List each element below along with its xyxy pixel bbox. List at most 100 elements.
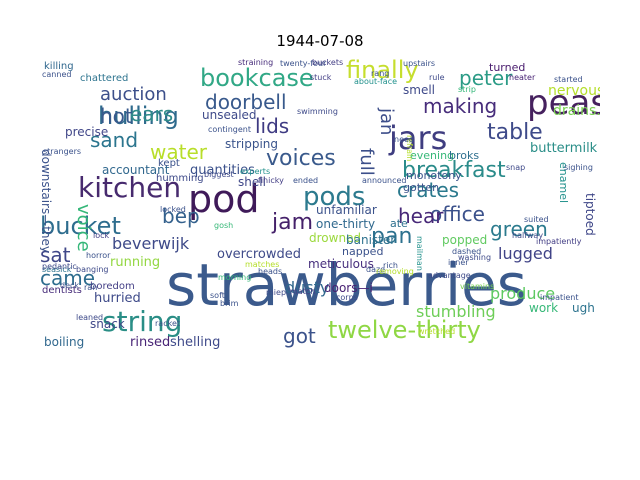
cloud-word: broks bbox=[449, 149, 480, 162]
cloud-word: drowned bbox=[309, 231, 362, 245]
cloud-word: chattered bbox=[80, 73, 129, 84]
cloud-word: tiptoed bbox=[583, 193, 597, 236]
cloud-word: ugh bbox=[572, 301, 595, 315]
cloud-word: lids bbox=[255, 114, 290, 138]
plot-title: 1944-07-08 bbox=[276, 32, 364, 50]
cloud-word: heater bbox=[509, 73, 536, 82]
cloud-word: boiling bbox=[44, 335, 85, 349]
cloud-word: napped bbox=[342, 245, 384, 258]
cloud-word: refrain bbox=[405, 135, 414, 162]
cloud-word: green bbox=[490, 217, 548, 241]
cloud-word: impatient bbox=[540, 293, 579, 302]
cloud-word: stripping bbox=[225, 137, 279, 151]
cloud-word: twenty-four bbox=[280, 59, 327, 68]
cloud-word: locked bbox=[160, 205, 186, 214]
cloud-word: crates bbox=[397, 178, 460, 202]
cloud-word: one-thirty bbox=[316, 217, 376, 231]
cloud-word: strangers bbox=[43, 147, 82, 156]
cloud-word: sand bbox=[90, 128, 139, 152]
cloud-word: gosh bbox=[214, 221, 234, 230]
cloud-word: inner bbox=[448, 258, 469, 267]
cloud-word: running bbox=[110, 255, 161, 270]
cloud-word: sat bbox=[40, 243, 71, 267]
cloud-word: removing bbox=[376, 267, 414, 276]
cloud-word: voice bbox=[73, 204, 94, 252]
cloud-word: twelve-thirty bbox=[328, 316, 481, 344]
cloud-word: upstairs bbox=[403, 59, 436, 68]
cloud-word: voices bbox=[266, 146, 336, 171]
cloud-word: auction bbox=[100, 84, 167, 105]
cloud-word: rich bbox=[383, 261, 398, 270]
cloud-word: rule bbox=[429, 73, 445, 82]
cloud-word: strawberries bbox=[166, 251, 527, 319]
cloud-word: lugged bbox=[498, 244, 553, 263]
cloud-word: banging bbox=[76, 265, 109, 274]
cloud-word: turned bbox=[489, 61, 526, 74]
cloud-word: halfway bbox=[512, 231, 544, 240]
cloud-word: horror bbox=[86, 251, 111, 260]
cloud-word: quantities bbox=[190, 163, 255, 178]
cloud-word: killing bbox=[44, 61, 74, 72]
cloud-word: produce bbox=[490, 284, 556, 303]
cloud-word: finally bbox=[346, 56, 419, 84]
cloud-word: matches bbox=[245, 260, 280, 269]
cloud-word: precise bbox=[65, 125, 109, 139]
cloud-word: unfamiliar bbox=[316, 203, 377, 217]
cloud-word: brim bbox=[220, 299, 239, 308]
cloud-word: office bbox=[430, 202, 485, 226]
cloud-word: racket bbox=[155, 319, 180, 328]
cloud-word: advantage bbox=[428, 271, 471, 280]
cloud-word: hurried bbox=[94, 291, 141, 306]
cloud-word: experts bbox=[240, 167, 271, 176]
cloud-word: straining bbox=[238, 58, 274, 67]
cloud-word: impatiently bbox=[536, 237, 582, 246]
cloud-word: snack bbox=[90, 317, 125, 331]
cloud-word: bucket bbox=[40, 212, 121, 240]
cloud-word: evening bbox=[410, 149, 455, 162]
cloud-word: gotten bbox=[403, 181, 440, 194]
cloud-word: strip bbox=[458, 85, 476, 94]
cloud-word: morning bbox=[218, 273, 252, 282]
cloud-word: stuck bbox=[310, 73, 332, 82]
cloud-word: hear bbox=[398, 204, 444, 228]
cloud-word: buckets bbox=[312, 58, 344, 67]
cloud-word: bookcase bbox=[200, 64, 314, 92]
cloud-word: peter bbox=[459, 66, 513, 90]
cloud-word: match bbox=[290, 287, 316, 296]
cloud-word: string bbox=[102, 305, 183, 338]
cloud-word: enamel bbox=[557, 162, 570, 204]
cloud-word: kitchen bbox=[78, 171, 182, 204]
cloud-word: downstairs—they bbox=[40, 149, 53, 254]
cloud-word: ate bbox=[390, 217, 408, 230]
cloud-word: buttermilk bbox=[530, 141, 598, 156]
cloud-word: ended bbox=[293, 176, 319, 185]
cloud-word: pan bbox=[371, 224, 413, 249]
cloud-word: dentists bbox=[42, 285, 82, 296]
cloud-word: canned bbox=[42, 70, 72, 79]
cloud-word: boredom bbox=[90, 281, 135, 292]
cloud-word: peas bbox=[527, 83, 600, 123]
cloud-word: accountant bbox=[102, 163, 170, 177]
cloud-word: doorbell bbox=[205, 90, 287, 114]
cloud-word: swimming bbox=[297, 107, 338, 116]
cloud-word: corps bbox=[336, 293, 358, 302]
cloud-word: jan bbox=[376, 108, 397, 136]
cloud-word: biggest bbox=[204, 170, 234, 179]
cloud-word: overcrowded bbox=[217, 247, 301, 262]
cloud-word: shelling bbox=[170, 335, 221, 350]
cloud-word: finicky bbox=[258, 176, 284, 185]
cloud-word: unsealed bbox=[202, 108, 257, 122]
cloud-word: banister bbox=[346, 233, 396, 247]
cloud-word: contingent bbox=[208, 125, 251, 134]
cloud-word: nervously bbox=[548, 83, 600, 99]
cloud-word: heads bbox=[258, 267, 283, 276]
cloud-word: making bbox=[423, 94, 498, 118]
cloud-word: humming bbox=[156, 173, 204, 184]
cloud-word: full bbox=[356, 148, 377, 176]
cloud-word: smell bbox=[403, 83, 435, 97]
cloud-word: popped bbox=[442, 233, 488, 247]
cloud-word: breakfast bbox=[402, 158, 506, 183]
cloud-word: wretched bbox=[418, 327, 456, 336]
cloud-word: snap bbox=[506, 163, 526, 172]
cloud-word: got bbox=[283, 324, 316, 348]
